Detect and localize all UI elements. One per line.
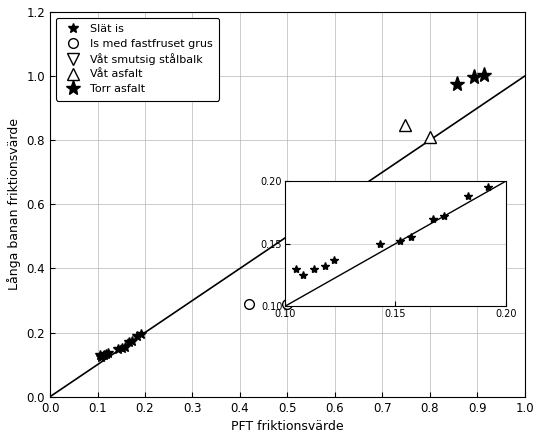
Line: Våt asfalt: Våt asfalt xyxy=(399,118,436,143)
Slät is xyxy=(115,346,121,351)
X-axis label: PFT friktionsvärde: PFT friktionsvärde xyxy=(231,420,344,433)
Legend: Slät is, Is med fastfruset grus, Våt smutsig stålbalk, Våt asfalt, Torr asfalt: Slät is, Is med fastfruset grus, Våt smu… xyxy=(56,18,220,100)
Line: Slät is: Slät is xyxy=(95,329,146,361)
Line: Torr asfalt: Torr asfalt xyxy=(450,67,492,92)
Slät is xyxy=(138,331,144,337)
Slät is xyxy=(101,352,107,358)
Torr asfalt xyxy=(471,74,477,80)
Slät is xyxy=(128,339,135,344)
Slät is xyxy=(134,334,140,339)
Slät is xyxy=(105,350,111,356)
Is med fastfruset grus xyxy=(246,301,253,306)
Slät is xyxy=(97,352,103,358)
Slät is xyxy=(121,345,128,350)
Våt asfalt xyxy=(426,134,433,139)
Våt asfalt xyxy=(402,122,408,128)
Slät is xyxy=(119,345,126,351)
Slät is xyxy=(126,340,133,345)
Torr asfalt xyxy=(481,73,487,78)
Is med fastfruset grus xyxy=(284,301,291,306)
Slät is xyxy=(98,354,104,359)
Y-axis label: Långa banan friktionsvärde: Långa banan friktionsvärde xyxy=(7,118,21,290)
Line: Is med fastfruset grus: Is med fastfruset grus xyxy=(245,299,292,308)
Torr asfalt xyxy=(454,81,460,87)
Slät is xyxy=(103,352,109,357)
